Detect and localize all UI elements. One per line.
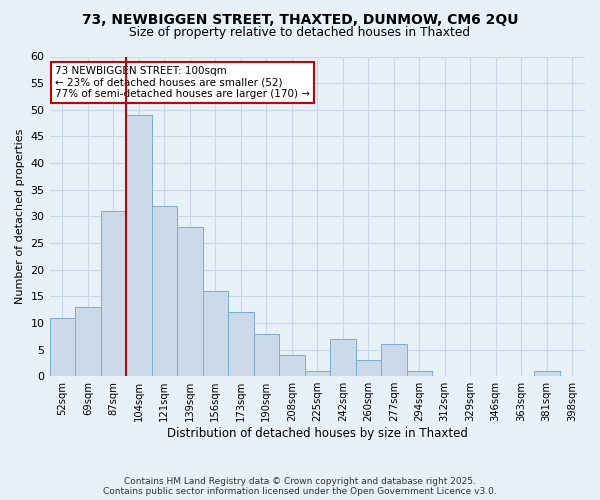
Bar bbox=[279, 355, 305, 376]
Bar bbox=[152, 206, 177, 376]
Bar bbox=[75, 307, 101, 376]
Text: 73, NEWBIGGEN STREET, THAXTED, DUNMOW, CM6 2QU: 73, NEWBIGGEN STREET, THAXTED, DUNMOW, C… bbox=[82, 12, 518, 26]
Bar bbox=[101, 211, 126, 376]
Bar bbox=[381, 344, 407, 376]
Y-axis label: Number of detached properties: Number of detached properties bbox=[15, 128, 25, 304]
X-axis label: Distribution of detached houses by size in Thaxted: Distribution of detached houses by size … bbox=[167, 427, 468, 440]
Bar bbox=[50, 318, 75, 376]
Bar bbox=[254, 334, 279, 376]
Bar bbox=[228, 312, 254, 376]
Text: Size of property relative to detached houses in Thaxted: Size of property relative to detached ho… bbox=[130, 26, 470, 39]
Bar bbox=[305, 371, 330, 376]
Bar bbox=[356, 360, 381, 376]
Text: Contains HM Land Registry data © Crown copyright and database right 2025.
Contai: Contains HM Land Registry data © Crown c… bbox=[103, 476, 497, 496]
Bar bbox=[534, 371, 560, 376]
Bar bbox=[330, 339, 356, 376]
Bar bbox=[126, 115, 152, 376]
Bar bbox=[407, 371, 432, 376]
Bar bbox=[177, 227, 203, 376]
Bar bbox=[203, 291, 228, 376]
Text: 73 NEWBIGGEN STREET: 100sqm
← 23% of detached houses are smaller (52)
77% of sem: 73 NEWBIGGEN STREET: 100sqm ← 23% of det… bbox=[55, 66, 310, 100]
